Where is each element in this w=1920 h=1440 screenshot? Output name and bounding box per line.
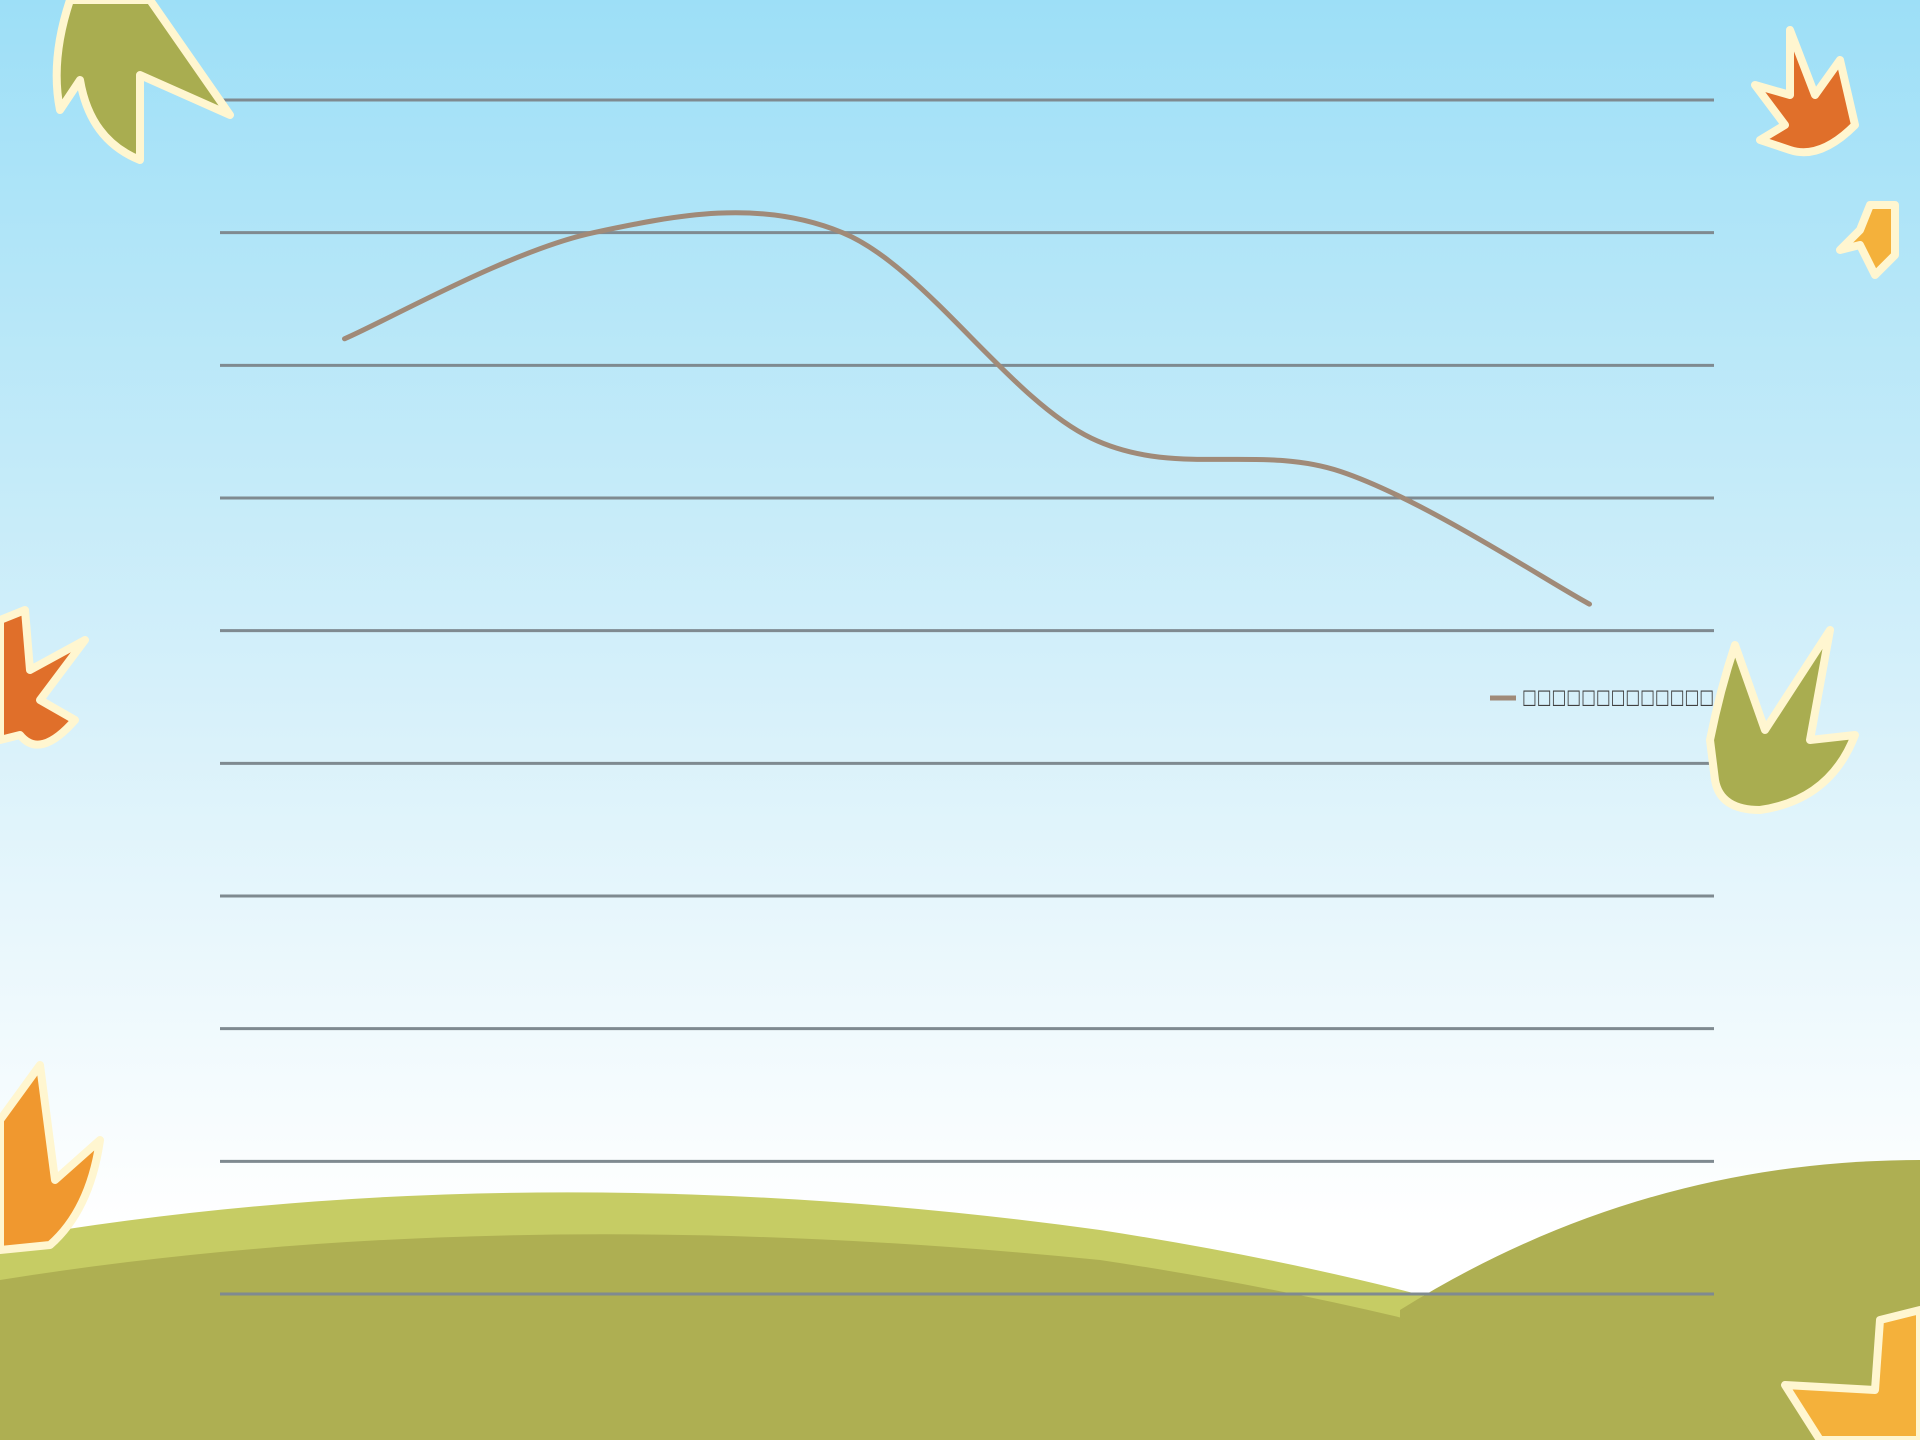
chart: □□□□□□□□□□□□□ [220,98,1714,1296]
legend-label: □□□□□□□□□□□□□ [1522,685,1714,709]
hills [0,1160,1920,1440]
series-line [342,210,1592,607]
